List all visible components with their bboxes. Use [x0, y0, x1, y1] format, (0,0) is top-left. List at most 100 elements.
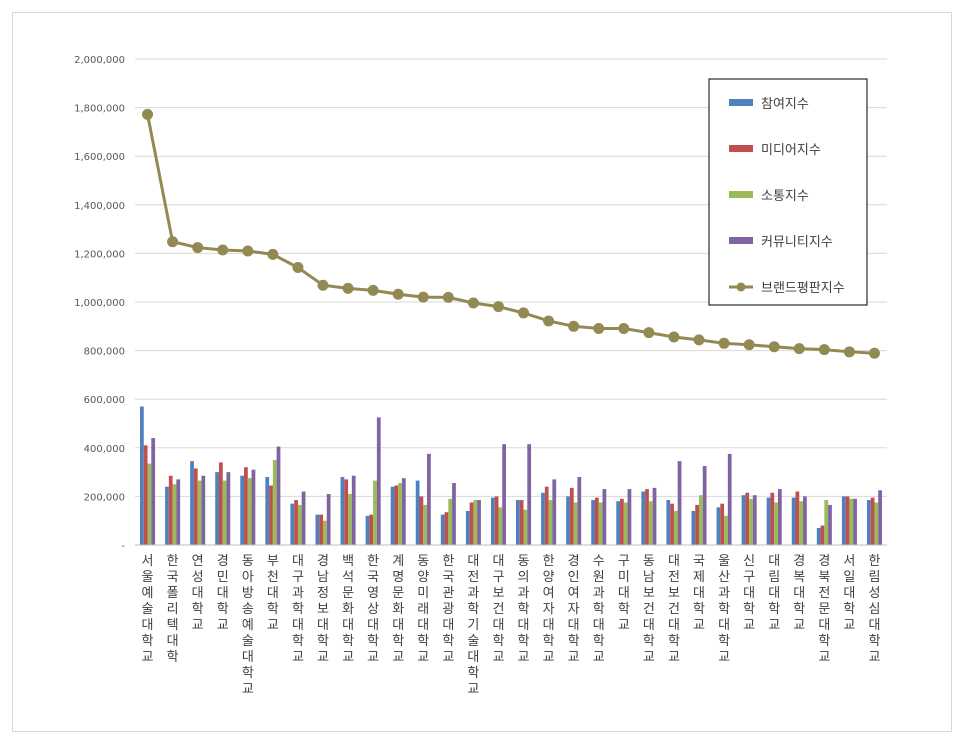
bar — [816, 527, 821, 545]
bar — [272, 459, 277, 545]
y-tick-label: 1,600,000 — [74, 152, 125, 163]
y-tick-label: 2,000,000 — [74, 55, 125, 66]
line-point — [518, 307, 530, 319]
bar — [215, 472, 219, 545]
bar — [376, 417, 381, 545]
line-point — [718, 337, 730, 349]
bar — [494, 496, 499, 545]
bar — [226, 472, 231, 545]
y-tick-label: 600,000 — [84, 395, 125, 406]
bar — [870, 497, 875, 545]
bar — [427, 453, 431, 545]
bar — [577, 476, 582, 545]
bar — [473, 500, 478, 545]
bar — [172, 484, 177, 545]
y-tick-label: 1,200,000 — [74, 249, 125, 260]
bar — [340, 476, 345, 545]
line-point — [668, 331, 680, 343]
bar — [265, 476, 270, 545]
chart-area: - 200,000 400,000 600,000 800,000 1,000,000 1,… — [12, 12, 952, 732]
bar — [627, 489, 632, 545]
line-point — [417, 291, 429, 303]
bar — [351, 475, 356, 545]
bar — [727, 453, 732, 545]
legend-label: 브랜드평판지수 — [761, 281, 845, 296]
bar — [201, 475, 206, 545]
line-point — [292, 261, 304, 273]
bar — [716, 507, 721, 545]
line-point — [492, 301, 504, 313]
bar — [218, 462, 223, 545]
bar — [190, 461, 194, 545]
y-tick-label: 1,000,000 — [74, 298, 125, 309]
bar — [369, 514, 374, 545]
bar — [702, 466, 707, 545]
bar — [344, 479, 349, 545]
bar — [502, 444, 506, 545]
bar — [544, 486, 549, 545]
bar — [465, 510, 470, 545]
bar — [677, 461, 682, 545]
bar — [720, 503, 725, 545]
legend-label: 소통지수 — [761, 189, 809, 204]
bar — [623, 502, 628, 545]
line-point — [142, 108, 154, 120]
bar — [741, 495, 746, 545]
x-axis-categories: 서 울 예 술 대 학 교 한 국 폴 리 텍 대 학 연 성 대 학 교 경 민 대 학 교 동 아 방 송 예 술 대 학 교 부 천 대 학 교 대 구… — [142, 554, 881, 697]
legend-label: 커뮤니티지수 — [761, 235, 833, 250]
bar — [147, 463, 152, 545]
bar — [841, 496, 846, 545]
bar — [849, 498, 854, 545]
bar — [774, 502, 778, 545]
bar — [516, 500, 520, 545]
bar — [652, 487, 657, 545]
bar — [365, 515, 370, 545]
legend-swatch — [729, 145, 753, 152]
line-point — [618, 322, 630, 334]
line-point — [392, 288, 404, 300]
bar — [791, 497, 796, 545]
line-point — [167, 236, 179, 248]
bar — [151, 438, 156, 545]
bar — [251, 469, 256, 545]
bar — [448, 498, 453, 545]
bar — [240, 475, 245, 545]
y-tick-label: 1,400,000 — [74, 201, 125, 212]
bar — [552, 479, 557, 545]
bar — [820, 525, 825, 545]
bar — [140, 406, 144, 545]
line-point — [217, 244, 229, 256]
bar — [523, 509, 528, 545]
bar — [845, 496, 850, 545]
bar — [695, 504, 699, 545]
line-point — [442, 291, 454, 303]
bar — [294, 500, 298, 545]
line-point — [743, 339, 755, 351]
bar — [594, 497, 599, 545]
line-point — [543, 315, 555, 327]
bar — [724, 515, 728, 545]
bar — [598, 502, 603, 545]
bar — [670, 503, 674, 545]
bar — [222, 480, 227, 545]
line-point — [818, 344, 830, 356]
line-point — [793, 343, 805, 355]
bar — [247, 478, 252, 545]
